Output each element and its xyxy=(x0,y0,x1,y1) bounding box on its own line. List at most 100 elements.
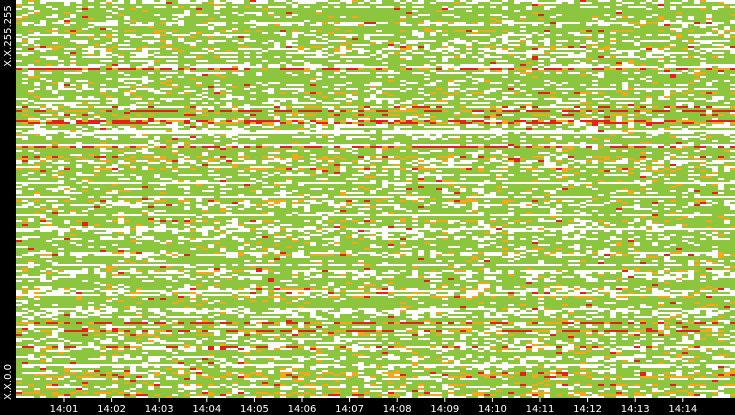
heatmap-cell xyxy=(202,146,220,148)
heatmap-cell xyxy=(88,36,94,38)
heatmap-cell xyxy=(322,202,328,204)
heatmap-cell xyxy=(334,230,352,232)
heatmap-cell xyxy=(214,246,220,248)
heatmap-cell xyxy=(574,118,580,120)
heatmap-cell xyxy=(244,306,298,308)
heatmap-cell xyxy=(550,178,556,180)
heatmap-cell xyxy=(190,254,196,256)
heatmap-cell xyxy=(700,158,718,160)
heatmap-cell xyxy=(82,238,100,240)
heatmap-cell xyxy=(136,146,148,148)
heatmap-cell xyxy=(340,228,346,230)
heatmap-cell xyxy=(514,162,520,164)
heatmap-cell xyxy=(670,288,700,290)
heatmap-cell xyxy=(712,84,730,86)
heatmap-cell xyxy=(694,292,700,294)
heatmap-cell xyxy=(646,20,664,22)
heatmap-cell xyxy=(400,200,406,202)
heatmap-cell xyxy=(64,168,70,170)
heatmap-cell xyxy=(610,308,616,310)
heatmap-cell xyxy=(100,38,112,40)
heatmap-cell xyxy=(244,238,250,240)
heatmap-cell xyxy=(388,212,394,214)
heatmap-cell xyxy=(52,142,58,144)
heatmap-cell xyxy=(106,156,112,158)
heatmap-cell xyxy=(130,226,136,228)
heatmap-cell xyxy=(226,248,238,250)
heatmap-cell xyxy=(310,302,400,304)
heatmap-cell xyxy=(442,180,454,182)
heatmap-cell xyxy=(526,38,544,40)
heatmap-cell xyxy=(244,36,292,38)
heatmap-cell xyxy=(406,16,412,18)
heatmap-cell xyxy=(490,270,496,272)
heatmap-cell xyxy=(64,238,70,240)
heatmap-cell xyxy=(112,268,130,270)
heatmap-cell xyxy=(718,158,724,160)
heatmap-cell xyxy=(244,208,256,210)
heatmap-cell xyxy=(70,62,76,64)
heatmap-cell xyxy=(364,186,382,188)
heatmap-cell xyxy=(292,236,298,238)
heatmap-cell xyxy=(106,110,112,112)
heatmap-cell xyxy=(478,200,484,202)
heatmap-cell xyxy=(46,2,64,4)
heatmap-cell xyxy=(424,316,430,318)
heatmap-cell xyxy=(682,276,688,278)
heatmap-cell xyxy=(58,304,100,306)
heatmap-cell xyxy=(556,318,562,320)
heatmap-cell xyxy=(370,116,406,118)
heatmap-cell xyxy=(352,38,358,40)
heatmap-cell xyxy=(532,54,568,56)
heatmap-cell xyxy=(664,4,735,6)
heatmap-cell xyxy=(148,230,154,232)
heatmap-cell xyxy=(586,62,616,64)
heatmap-cell xyxy=(658,244,670,246)
heatmap-cell xyxy=(46,146,52,148)
heatmap-cell xyxy=(574,68,580,70)
heatmap-cell xyxy=(94,50,100,52)
heatmap-cell xyxy=(16,316,22,318)
heatmap-cell xyxy=(604,316,610,318)
heatmap-cell xyxy=(604,292,610,294)
heatmap-cell xyxy=(688,70,694,72)
heatmap-cell xyxy=(334,164,340,166)
heatmap-cell xyxy=(718,114,724,116)
heatmap-cell xyxy=(652,0,658,2)
heatmap-cell xyxy=(370,44,388,46)
heatmap-cell xyxy=(340,226,346,228)
heatmap-cell xyxy=(22,150,28,152)
heatmap-cell xyxy=(394,76,466,78)
heatmap-cell xyxy=(382,312,388,314)
heatmap-cell xyxy=(484,290,496,292)
heatmap-cell xyxy=(190,208,202,210)
heatmap-cell xyxy=(700,44,712,46)
heatmap-cell xyxy=(244,186,262,188)
heatmap-cell xyxy=(562,128,586,130)
heatmap-cell xyxy=(718,288,724,290)
heatmap-cell xyxy=(388,148,448,150)
heatmap-cell xyxy=(46,122,70,124)
heatmap-cell xyxy=(106,128,112,130)
heatmap-cell xyxy=(556,178,562,180)
heatmap-cell xyxy=(544,4,616,6)
heatmap-cell xyxy=(106,246,196,248)
heatmap-cell xyxy=(412,108,424,110)
heatmap-cell xyxy=(424,280,430,282)
heatmap-cell xyxy=(478,122,484,124)
heatmap-cell xyxy=(694,242,735,244)
heatmap-cell xyxy=(118,54,124,56)
heatmap-cell xyxy=(508,294,514,296)
heatmap-cell xyxy=(76,60,100,62)
heatmap-cell xyxy=(274,248,364,250)
heatmap-cell xyxy=(676,44,688,46)
heatmap-cell xyxy=(202,2,208,4)
heatmap-cell xyxy=(598,312,610,314)
heatmap-cell xyxy=(352,138,370,140)
heatmap-cell xyxy=(160,40,166,42)
heatmap-cell xyxy=(280,272,292,274)
heatmap-cell xyxy=(664,16,676,18)
heatmap-cell xyxy=(418,218,490,220)
heatmap-cell xyxy=(718,322,724,324)
heatmap-cell xyxy=(202,22,208,24)
